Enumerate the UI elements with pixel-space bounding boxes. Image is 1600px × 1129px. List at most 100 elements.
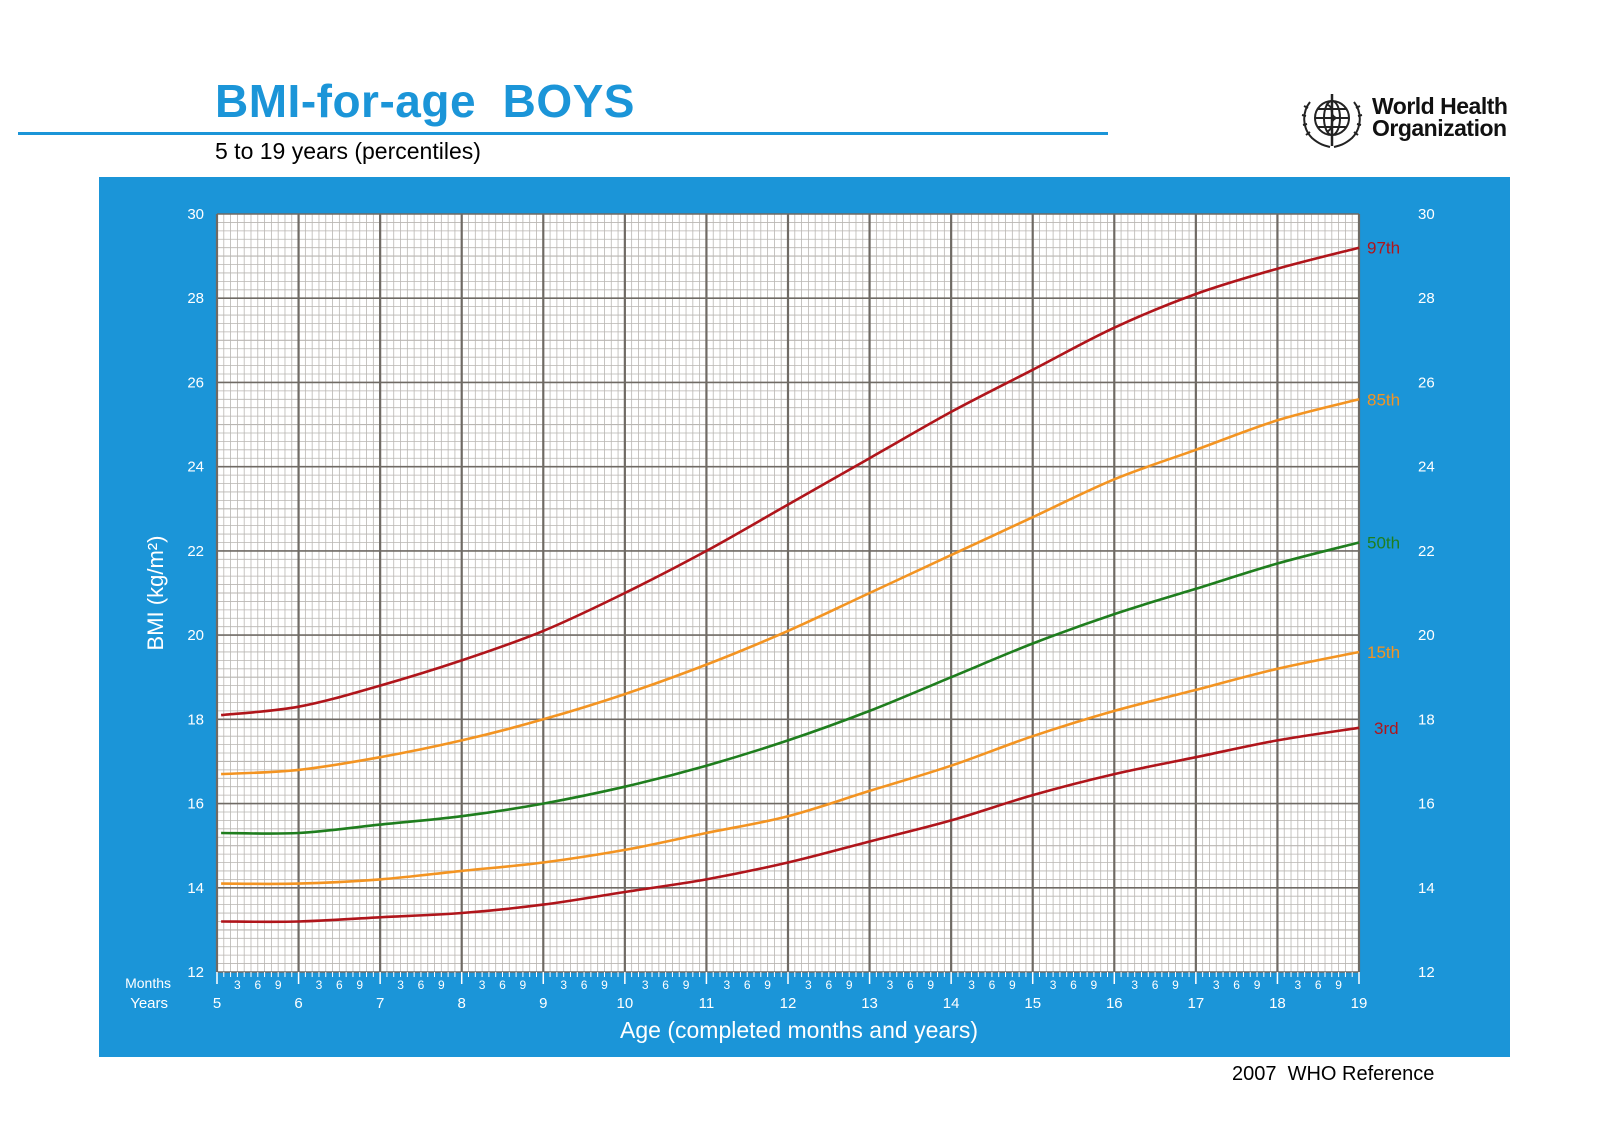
x-tick-label-month: 6 [254,978,261,992]
reference-note: 2007 WHO Reference [1232,1063,1435,1085]
percentile-line-0 [220,246,1360,717]
x-tick-label-month: 6 [418,978,425,992]
x-tick-label-year: 15 [1024,995,1041,1012]
x-tick-label-month: 6 [499,978,506,992]
x-tick-label-year: 19 [1351,995,1368,1012]
x-tick-label-month: 6 [662,978,669,992]
percentile-line-3 [221,650,1360,886]
x-tick-label-month: 3 [1131,978,1138,992]
x-tick-label-month: 9 [356,978,363,992]
percentile-line-4 [221,726,1360,924]
percentile-label: 3rd [1374,719,1399,738]
y-tick-label-right: 28 [1418,290,1435,307]
x-tick-label-month: 9 [520,978,527,992]
x-tick-label-year: 17 [1188,995,1205,1012]
x-tick-label-month: 6 [907,978,914,992]
x-axis-label: Age (completed months and years) [620,1017,978,1043]
y-tick-label-right: 30 [1418,206,1435,223]
x-tick-label-month: 3 [316,978,323,992]
y-tick-label-right: 12 [1418,964,1435,981]
chart-title: BMI-for-age BOYS [215,75,635,127]
months-row-label: Months [125,975,171,991]
y-tick-label-left: 30 [187,206,204,223]
percentile-label: 50th [1367,533,1400,552]
y-tick-label-left: 26 [187,374,204,391]
percentile-label: 15th [1367,643,1400,662]
organization-name: World Health Organization [1372,93,1508,141]
who-emblem-icon [1301,94,1363,148]
x-tick-label-month: 9 [601,978,608,992]
x-tick-label-month: 6 [581,978,588,992]
y-tick-label-left: 20 [187,627,204,644]
x-tick-label-month: 6 [1233,978,1240,992]
x-tick-label-month: 9 [683,978,690,992]
x-tick-label-month: 6 [1152,978,1159,992]
x-tick-label-month: 9 [1335,978,1342,992]
x-tick-label-year: 13 [861,995,878,1012]
x-tick-label-year: 7 [376,995,384,1012]
years-row-label: Years [130,995,168,1012]
x-tick-label-month: 9 [846,978,853,992]
y-tick-label-right: 16 [1418,796,1435,813]
x-tick-label-year: 5 [213,995,221,1012]
x-tick-label-month: 6 [989,978,996,992]
x-tick-label-month: 6 [1315,978,1322,992]
y-tick-label-right: 24 [1418,459,1435,476]
x-tick-label-month: 3 [723,978,730,992]
x-tick-label-month: 3 [968,978,975,992]
x-tick-label-month: 6 [1070,978,1077,992]
x-tick-label-month: 3 [1050,978,1057,992]
y-tick-label-left: 24 [187,459,204,476]
x-tick-label-year: 10 [617,995,634,1012]
x-tick-label-year: 8 [458,995,466,1012]
x-tick-label-year: 12 [780,995,797,1012]
x-tick-label-month: 9 [764,978,771,992]
y-tick-label-right: 22 [1418,543,1435,560]
percentile-label: 85th [1367,390,1400,409]
x-tick-label-month: 9 [1091,978,1098,992]
chart-subtitle: 5 to 19 years (percentiles) [215,138,481,164]
x-tick-label-month: 3 [887,978,894,992]
x-tick-label-month: 9 [438,978,445,992]
y-tick-label-left: 12 [187,964,204,981]
percentile-line-2 [221,541,1360,835]
title-underline [18,132,1108,135]
x-tick-label-month: 9 [1172,978,1179,992]
y-tick-label-left: 28 [187,290,204,307]
y-tick-label-left: 14 [187,880,204,897]
x-tick-label-month: 3 [397,978,404,992]
y-tick-label-right: 14 [1418,880,1435,897]
x-tick-label-month: 9 [1254,978,1261,992]
y-tick-label-left: 16 [187,796,204,813]
x-tick-label-year: 11 [699,995,715,1012]
y-tick-label-left: 18 [187,711,204,728]
x-tick-label-month: 3 [1213,978,1220,992]
organization-name-line1: World Health [1372,93,1508,119]
x-tick-label-month: 9 [1009,978,1016,992]
x-tick-label-year: 6 [294,995,302,1012]
x-tick-label-month: 3 [479,978,486,992]
x-tick-label-year: 9 [539,995,547,1012]
organization-name-line2: Organization [1372,115,1507,141]
y-tick-label-left: 22 [187,543,204,560]
x-tick-label-month: 3 [642,978,649,992]
y-axis-label: BMI (kg/m²) [143,536,168,651]
x-tick-label-month: 6 [336,978,343,992]
percentile-label: 97th [1367,239,1400,258]
x-tick-label-month: 3 [805,978,812,992]
y-tick-label-right: 26 [1418,374,1435,391]
x-tick-label-month: 6 [825,978,832,992]
y-tick-label-right: 18 [1418,711,1435,728]
x-tick-label-month: 9 [275,978,282,992]
x-tick-label-month: 9 [927,978,934,992]
x-tick-label-month: 3 [1294,978,1301,992]
y-tick-label-right: 20 [1418,627,1435,644]
x-tick-label-month: 6 [744,978,751,992]
percentile-line-1 [221,398,1360,776]
x-tick-label-month: 3 [560,978,567,992]
x-tick-label-year: 14 [943,995,960,1012]
x-tick-label-year: 16 [1106,995,1123,1012]
x-tick-label-year: 18 [1269,995,1286,1012]
x-tick-label-month: 3 [234,978,241,992]
